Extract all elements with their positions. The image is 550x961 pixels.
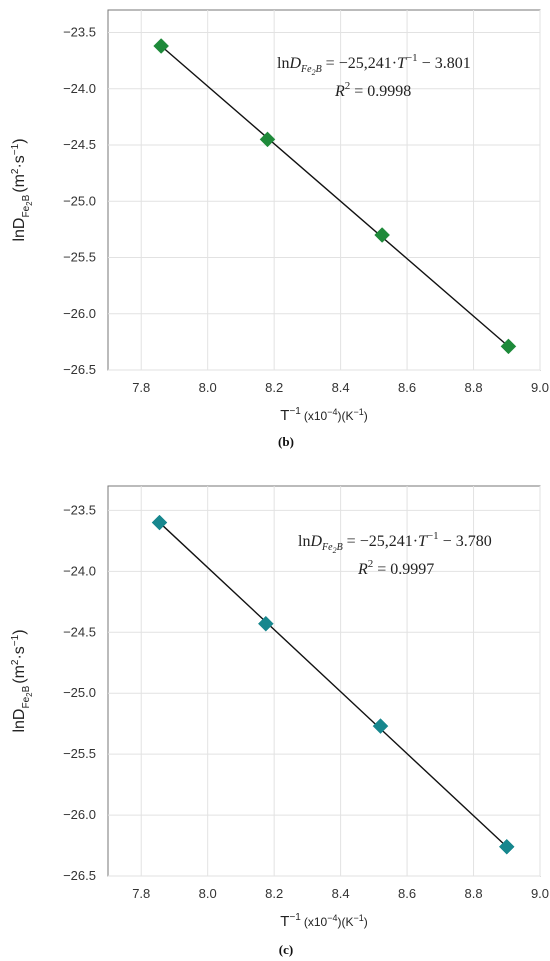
data-point bbox=[498, 838, 515, 855]
y-axis-label: lnDFe2B(m2·s−1) bbox=[10, 138, 34, 241]
r-squared: R2 = 0.9997 bbox=[357, 558, 434, 578]
panel-label: (b) bbox=[278, 434, 294, 449]
gridlines bbox=[108, 10, 541, 371]
data-point bbox=[374, 227, 391, 243]
x-axis-label: T−1 (x10−4)(K−1) bbox=[280, 406, 367, 424]
y-tick-label: −24.5 bbox=[63, 137, 96, 152]
x-tick-labels: 7.8 8.0 8.2 8.4 8.6 8.8 9.0 bbox=[132, 380, 549, 395]
data-point bbox=[151, 514, 168, 531]
chart-panel-c: 7.8 8.0 8.2 8.4 8.6 8.8 9.0 −23.5 −24.0 −24.5 −25… bbox=[10, 485, 549, 957]
y-tick-label: −26.5 bbox=[63, 868, 96, 883]
x-tick-label: 8.8 bbox=[464, 886, 482, 901]
x-tick-label: 9.0 bbox=[531, 380, 549, 395]
x-tick-label: 7.8 bbox=[132, 380, 150, 395]
x-tick-label: 8.6 bbox=[398, 886, 416, 901]
y-tick-label: −23.5 bbox=[63, 25, 96, 40]
y-tick-label: −26.0 bbox=[63, 807, 96, 822]
x-tick-label: 7.8 bbox=[132, 886, 150, 901]
x-tick-labels: 7.8 8.0 8.2 8.4 8.6 8.8 9.0 bbox=[132, 886, 549, 901]
chart-panel-b: 7.8 8.0 8.2 8.4 8.6 8.8 9.0 −23.5 −24.0 −24.5 −25… bbox=[10, 9, 549, 449]
fit-line bbox=[160, 45, 509, 347]
x-axis-label: T−1 (x10−4)(K−1) bbox=[280, 912, 367, 930]
y-tick-labels: −23.5 −24.0 −24.5 −25.0 −25.5 −26.0 −26.5 bbox=[63, 25, 96, 378]
r-squared: R2 = 0.9998 bbox=[334, 80, 411, 100]
y-tick-label: −24.5 bbox=[63, 624, 96, 639]
panel-label: (c) bbox=[279, 942, 293, 957]
data-point bbox=[500, 338, 517, 355]
y-tick-label: −25.5 bbox=[63, 746, 96, 761]
fit-equation: lnDFe2B = −25,241·T−1 − 3.801 bbox=[277, 52, 471, 77]
x-tick-label: 9.0 bbox=[531, 886, 549, 901]
y-tick-label: −25.0 bbox=[63, 685, 96, 700]
y-tick-label: −24.0 bbox=[63, 563, 96, 578]
y-tick-label: −24.0 bbox=[63, 81, 96, 96]
gridlines bbox=[108, 486, 541, 877]
x-tick-label: 8.4 bbox=[332, 380, 350, 395]
fit-line bbox=[159, 522, 508, 848]
regression-line bbox=[159, 522, 508, 848]
data-points bbox=[151, 514, 515, 855]
x-tick-label: 8.6 bbox=[398, 380, 416, 395]
data-point bbox=[372, 718, 389, 734]
x-tick-label: 8.2 bbox=[265, 380, 283, 395]
y-tick-label: −26.5 bbox=[63, 362, 96, 377]
data-points bbox=[153, 38, 517, 355]
data-point bbox=[153, 38, 170, 54]
data-point bbox=[257, 615, 274, 632]
x-tick-label: 8.4 bbox=[332, 886, 350, 901]
y-axis-label: lnDFe2B(m2·s−1) bbox=[10, 629, 34, 732]
y-tick-label: −25.5 bbox=[63, 250, 96, 265]
y-tick-label: −26.0 bbox=[63, 306, 96, 321]
y-tick-label: −23.5 bbox=[63, 502, 96, 517]
y-tick-label: −25.0 bbox=[63, 193, 96, 208]
fit-equation: lnDFe2B = −25,241·T−1 − 3.780 bbox=[298, 530, 492, 555]
data-point bbox=[259, 131, 276, 148]
x-tick-label: 8.0 bbox=[199, 886, 217, 901]
y-tick-labels: −23.5 −24.0 −24.5 −25.0 −25.5 −26.0 −26.5 bbox=[63, 502, 96, 883]
x-tick-label: 8.0 bbox=[199, 380, 217, 395]
x-tick-label: 8.2 bbox=[265, 886, 283, 901]
x-tick-label: 8.8 bbox=[464, 380, 482, 395]
regression-line bbox=[160, 45, 509, 347]
